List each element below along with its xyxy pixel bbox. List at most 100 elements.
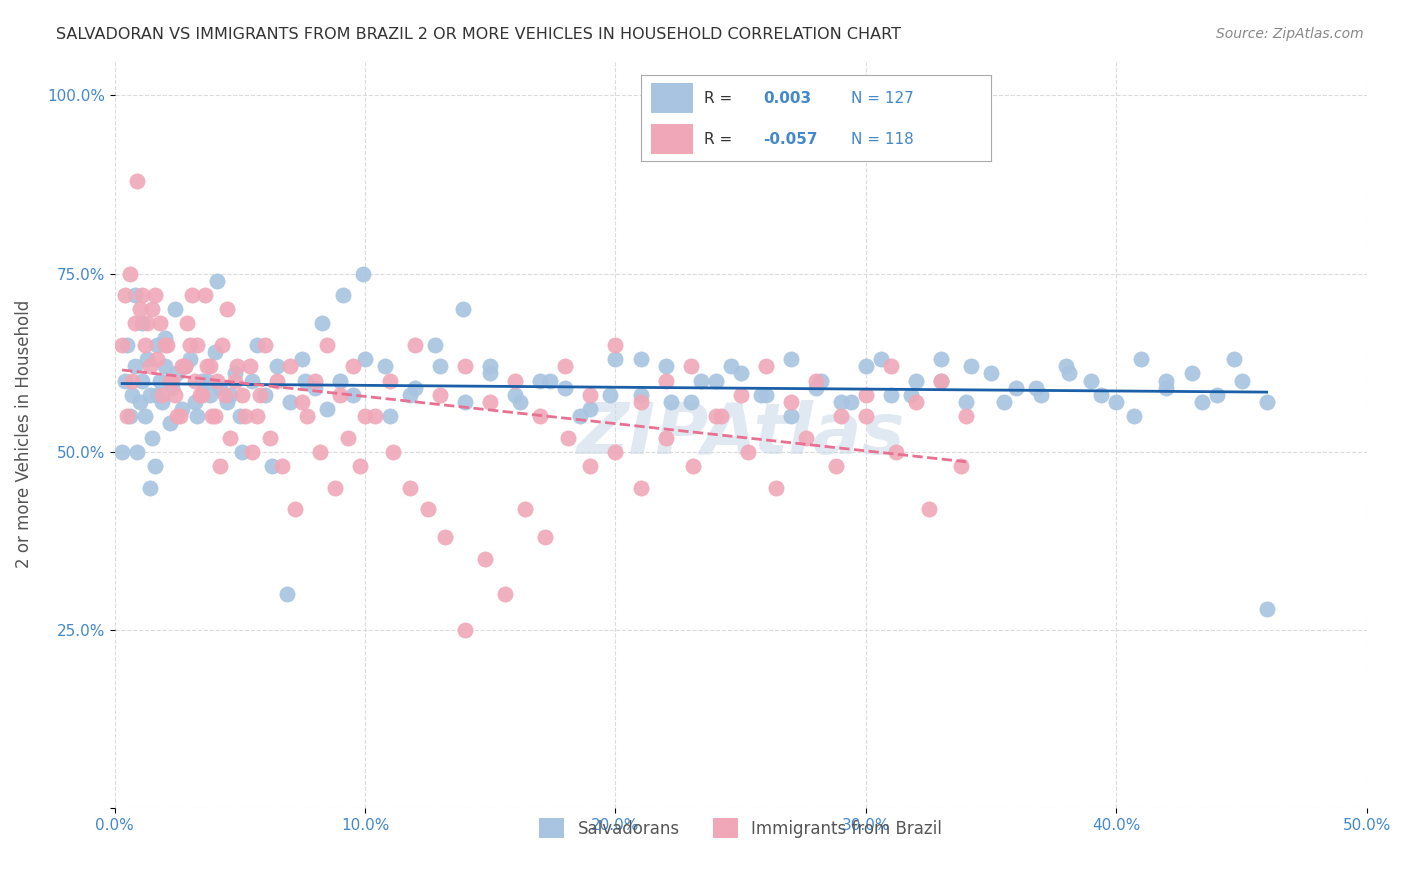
Point [146, 338, 169, 352]
Point [291, 395, 314, 409]
Point [1005, 381, 1028, 395]
Point [704, 374, 727, 388]
Point [179, 338, 201, 352]
Point [191, 388, 214, 402]
Point [880, 359, 903, 374]
Point [1090, 388, 1112, 402]
Point [689, 374, 711, 388]
Point [529, 374, 551, 388]
Point [146, 388, 169, 402]
Point [515, 502, 537, 516]
Point [173, 359, 195, 374]
Point [141, 431, 163, 445]
Point [479, 395, 502, 409]
Point [929, 374, 952, 388]
Point [172, 359, 194, 374]
Point [224, 374, 246, 388]
Point [136, 352, 159, 367]
Point [1156, 381, 1178, 395]
Point [323, 481, 346, 495]
Point [1130, 352, 1153, 367]
Point [1156, 374, 1178, 388]
Point [111, 445, 134, 459]
Point [630, 481, 652, 495]
Point [131, 317, 153, 331]
Point [710, 409, 733, 424]
Point [224, 367, 246, 381]
Point [378, 409, 401, 424]
Point [134, 409, 156, 424]
Point [166, 367, 188, 381]
Point [364, 409, 387, 424]
Point [278, 395, 301, 409]
Point [266, 374, 288, 388]
Point [342, 359, 364, 374]
Point [127, 174, 149, 188]
Point [291, 352, 314, 367]
Legend: Salvadorans, Immigrants from Brazil: Salvadorans, Immigrants from Brazil [533, 812, 949, 845]
Point [779, 409, 801, 424]
Point [249, 388, 271, 402]
Point [479, 359, 502, 374]
Point [980, 367, 1002, 381]
Point [195, 359, 218, 374]
Point [804, 374, 827, 388]
Point [218, 431, 240, 445]
Point [538, 374, 561, 388]
Point [166, 409, 188, 424]
Point [451, 302, 474, 317]
Point [336, 431, 359, 445]
Point [214, 388, 236, 402]
Point [880, 388, 903, 402]
Point [211, 338, 233, 352]
Point [115, 409, 138, 424]
Point [121, 374, 143, 388]
Point [118, 409, 141, 424]
Point [198, 359, 221, 374]
Point [304, 374, 326, 388]
Point [217, 395, 239, 409]
Point [378, 374, 401, 388]
Point [830, 395, 852, 409]
Point [737, 445, 759, 459]
Point [830, 409, 852, 424]
Point [134, 338, 156, 352]
Point [349, 459, 371, 474]
Point [1256, 601, 1278, 615]
Point [186, 409, 208, 424]
Point [855, 388, 877, 402]
Point [143, 288, 166, 302]
Point [404, 338, 426, 352]
Point [825, 459, 848, 474]
Point [1230, 374, 1253, 388]
Point [494, 587, 516, 601]
Point [404, 381, 426, 395]
Point [554, 381, 576, 395]
Point [143, 459, 166, 474]
Point [138, 388, 160, 402]
Point [884, 445, 907, 459]
Point [294, 374, 316, 388]
Point [156, 338, 179, 352]
Point [654, 431, 676, 445]
Point [124, 359, 146, 374]
Point [704, 409, 727, 424]
Point [150, 395, 173, 409]
Point [278, 359, 301, 374]
Point [124, 288, 146, 302]
Point [855, 409, 877, 424]
Point [679, 395, 702, 409]
Point [960, 359, 983, 374]
Point [297, 409, 319, 424]
Point [434, 531, 457, 545]
Point [159, 374, 181, 388]
Point [682, 459, 704, 474]
Point [329, 374, 352, 388]
Point [354, 409, 377, 424]
Point [208, 459, 231, 474]
Point [217, 302, 239, 317]
Point [534, 531, 557, 545]
Point [429, 388, 451, 402]
Point [172, 402, 194, 417]
Point [1205, 388, 1227, 402]
